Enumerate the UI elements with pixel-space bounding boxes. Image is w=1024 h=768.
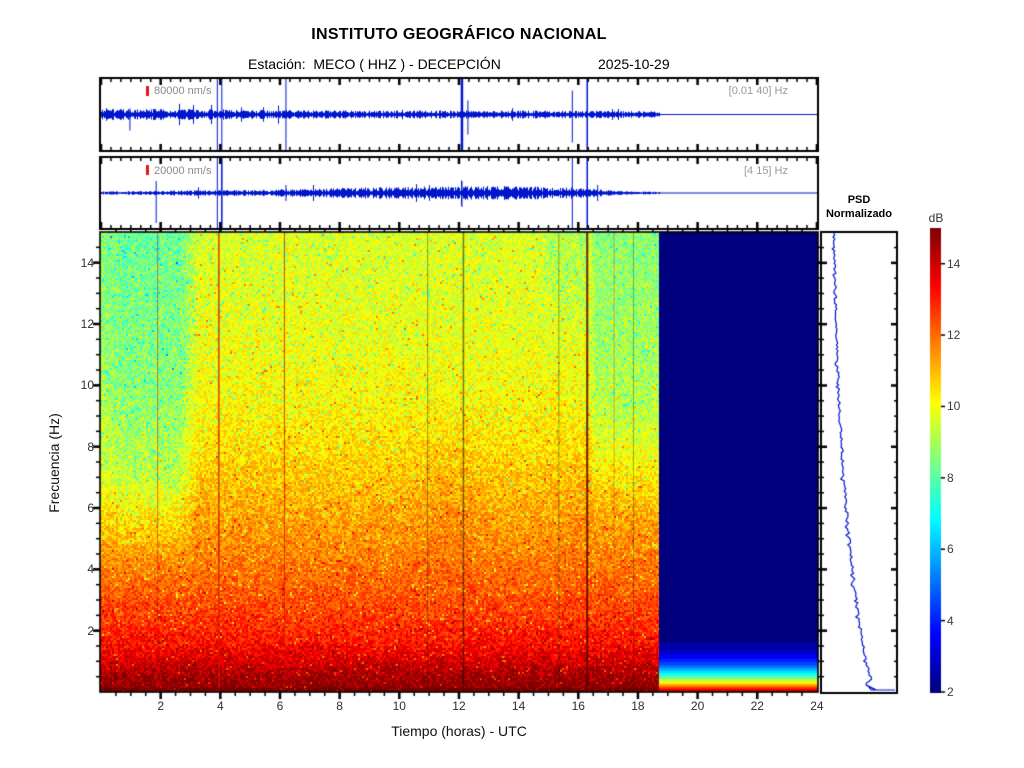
colorbar-tick-label: 6	[947, 542, 954, 557]
x-tick-label: 14	[511, 699, 526, 713]
colorbar-units-label: dB	[928, 211, 944, 225]
x-tick-label: 24	[810, 699, 824, 713]
filtered-scale-label: 20000 nm/s	[154, 165, 212, 177]
y-axis-label: Frecuencia (Hz)	[46, 413, 62, 513]
x-tick-label: 20	[690, 699, 705, 713]
colorbar-tick-label: 8	[947, 470, 954, 485]
broadband-filter-label: [0.01 40] Hz	[728, 85, 788, 97]
y-tick-label: 8	[87, 439, 94, 454]
colorbar-tick-label: 14	[947, 256, 961, 271]
filtered-filter-label: [4 15] Hz	[743, 165, 788, 177]
y-tick-label: 2	[87, 623, 94, 638]
colorbar-tick-label: 12	[947, 328, 961, 343]
y-tick-label: 12	[80, 317, 94, 331]
station-label: Estación: MECO ( HHZ ) - DECEPCIÓN	[248, 56, 501, 72]
y-tick-label: 6	[87, 501, 94, 515]
x-tick-label: 2	[157, 699, 164, 713]
y-tick-label: 14	[80, 255, 94, 270]
psd-title-line1: PSD	[847, 194, 871, 206]
x-tick-label: 22	[750, 699, 764, 713]
x-tick-label: 6	[276, 699, 284, 713]
x-tick-label: 16	[571, 699, 585, 713]
x-tick-label: 8	[336, 699, 343, 713]
y-tick-label: 4	[87, 562, 94, 577]
x-tick-label: 12	[452, 699, 466, 713]
y-tick-label: 10	[80, 378, 94, 393]
x-tick-label: 18	[631, 699, 645, 713]
colorbar-tick-label: 4	[947, 613, 954, 628]
x-tick-label: 4	[216, 699, 224, 713]
page-title: INSTITUTO GEOGRÁFICO NACIONAL	[311, 26, 607, 43]
colorbar-tick-label: 10	[947, 399, 961, 414]
colorbar-tick-label: 2	[947, 685, 954, 699]
broadband-scale-label: 80000 nm/s	[154, 85, 212, 97]
x-tick-label: 10	[392, 699, 406, 713]
psd-title-line2: Normalizado	[825, 208, 892, 220]
date-label: 2025-10-29	[598, 56, 670, 72]
x-axis-label: Tiempo (horas) - UTC	[391, 723, 527, 739]
